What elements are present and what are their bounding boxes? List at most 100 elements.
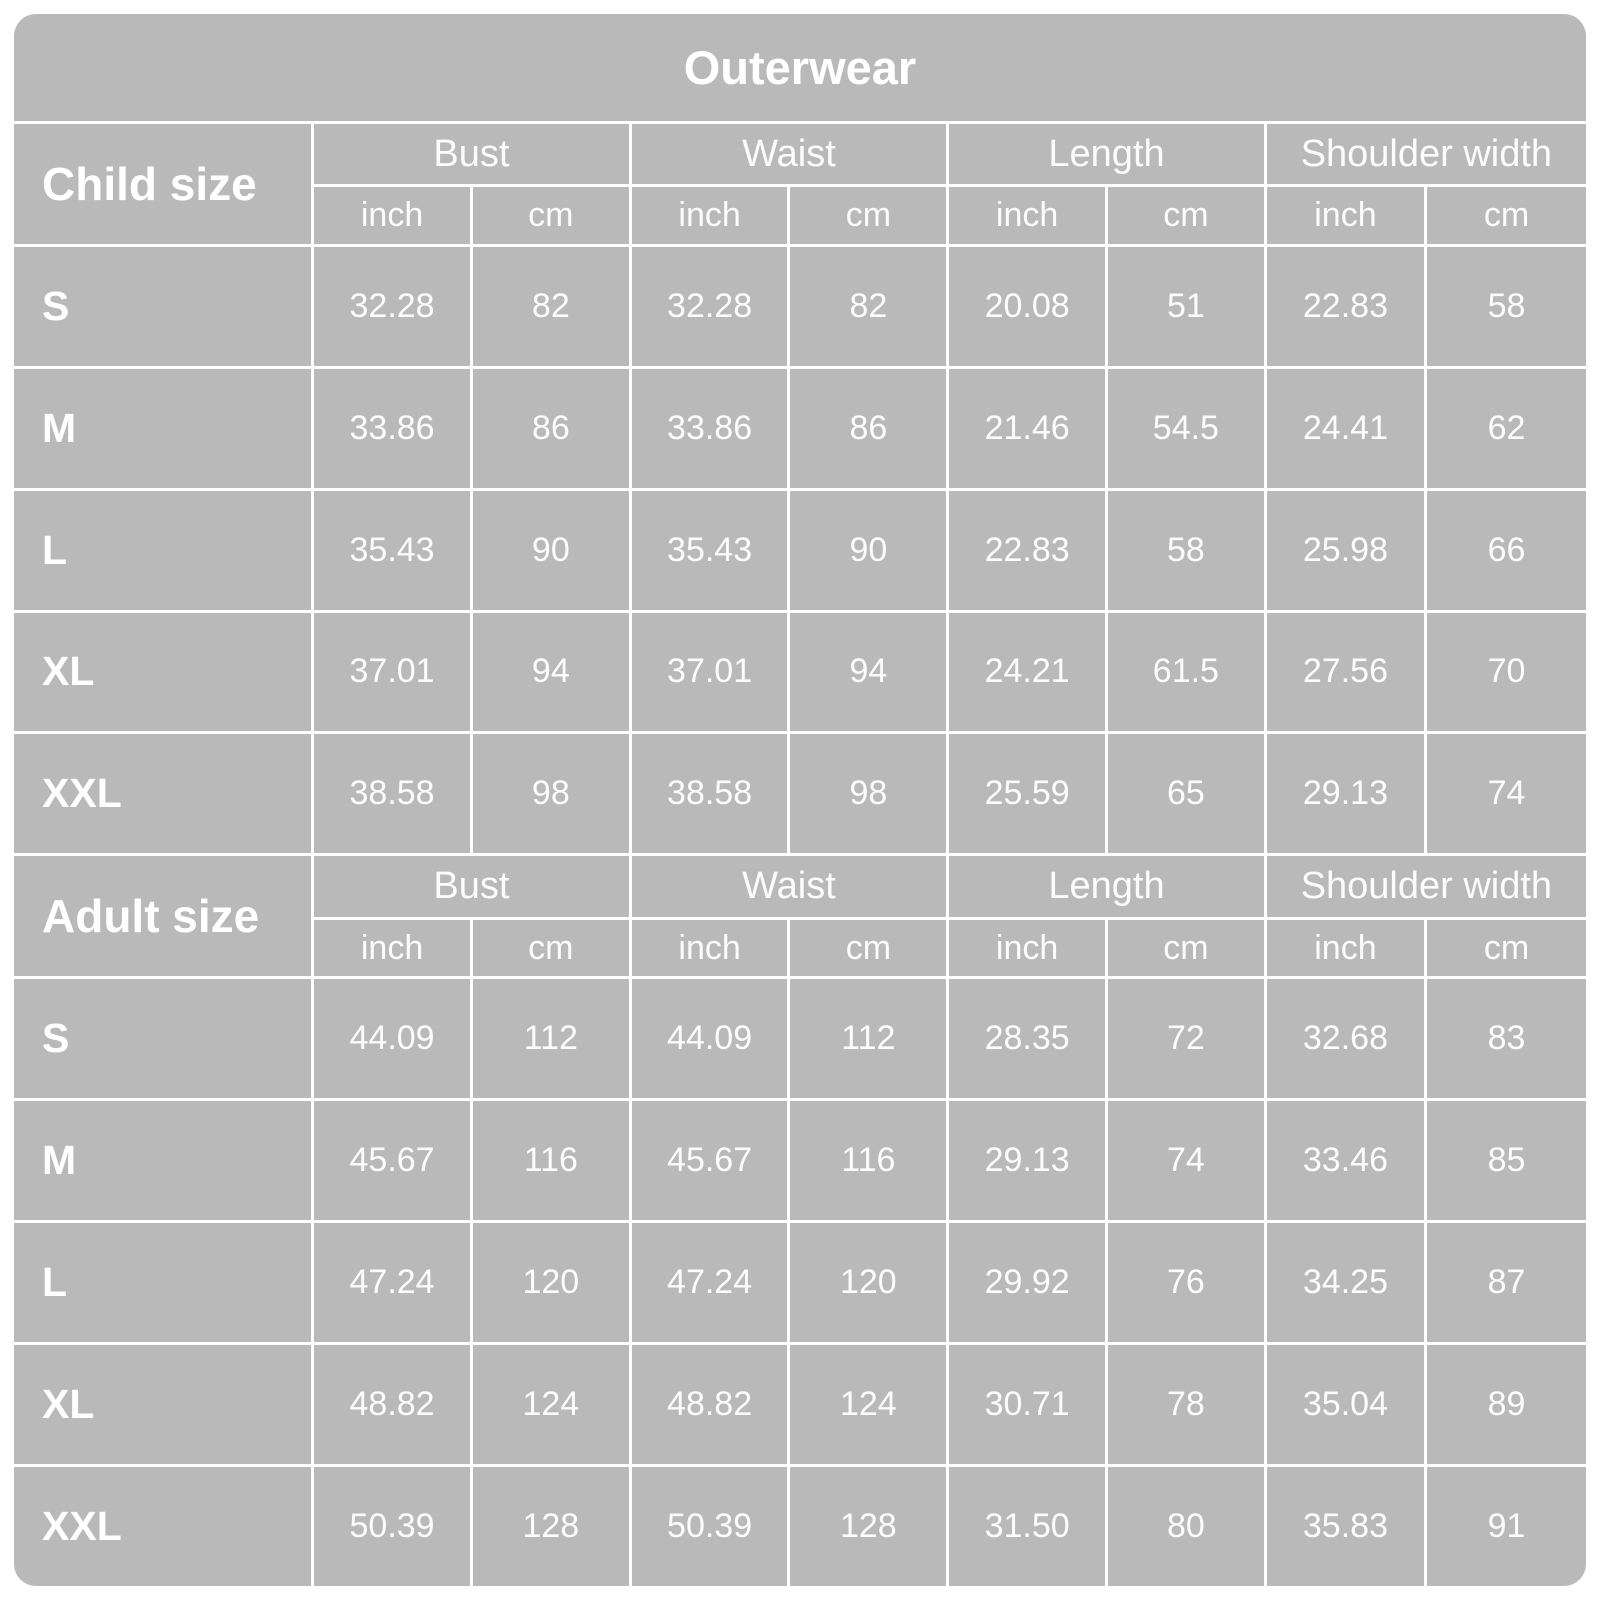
cell-length-inch: 28.35 — [946, 976, 1108, 1102]
cell-shoulder-cm: 70 — [1424, 609, 1586, 735]
cell-bust-inch: 50.39 — [311, 1463, 473, 1586]
table-row-child-m: M 33.86 86 33.86 86 21.46 54.5 24.41 62 — [14, 365, 1586, 491]
unit-header-cm: cm — [1424, 916, 1586, 980]
cell-waist-inch: 35.43 — [628, 487, 791, 613]
cell-waist-cm: 116 — [787, 1098, 950, 1224]
size-label: M — [14, 365, 315, 491]
cell-length-cm: 74 — [1105, 1098, 1267, 1224]
size-label: S — [14, 976, 315, 1102]
unit-header-inch: inch — [312, 916, 473, 980]
cell-waist-inch: 47.24 — [628, 1220, 791, 1346]
cell-length-inch: 29.13 — [946, 1098, 1108, 1224]
cell-shoulder-cm: 91 — [1424, 1463, 1586, 1586]
table-row-adult-s: S 44.09 112 44.09 112 28.35 72 32.68 83 — [14, 976, 1586, 1102]
cell-length-inch: 21.46 — [946, 365, 1108, 491]
cell-waist-inch: 32.28 — [628, 243, 791, 369]
cell-shoulder-cm: 74 — [1424, 731, 1586, 857]
col-header-waist: Waist — [628, 120, 950, 188]
cell-bust-inch: 38.58 — [311, 731, 473, 857]
cell-bust-cm: 94 — [469, 609, 632, 735]
size-label: S — [14, 243, 315, 369]
cell-waist-cm: 94 — [787, 609, 950, 735]
child-units-row: inch cm inch cm inch cm inch cm — [14, 184, 1586, 247]
unit-header-inch: inch — [312, 184, 473, 247]
table-row-child-s: S 32.28 82 32.28 82 20.08 51 22.83 58 — [14, 243, 1586, 369]
cell-length-cm: 80 — [1105, 1463, 1267, 1586]
size-label: XL — [14, 609, 315, 735]
cell-shoulder-inch: 29.13 — [1263, 731, 1428, 857]
cell-bust-cm: 124 — [469, 1342, 632, 1467]
cell-waist-cm: 120 — [787, 1220, 950, 1346]
cell-shoulder-cm: 83 — [1424, 976, 1586, 1102]
cell-length-cm: 76 — [1105, 1220, 1267, 1346]
cell-bust-inch: 33.86 — [311, 365, 473, 491]
cell-length-inch: 20.08 — [946, 243, 1108, 369]
table-row-child-l: L 35.43 90 35.43 90 22.83 58 25.98 66 — [14, 487, 1586, 613]
size-chart-table: Outerwear Child size Bust Waist Length S… — [14, 14, 1586, 1586]
cell-length-inch: 29.92 — [946, 1220, 1108, 1346]
table-title: Outerwear — [14, 14, 1586, 124]
cell-shoulder-inch: 24.41 — [1263, 365, 1428, 491]
cell-shoulder-inch: 33.46 — [1263, 1098, 1428, 1224]
adult-units-row: inch cm inch cm inch cm inch cm — [14, 916, 1586, 980]
cell-shoulder-inch: 22.83 — [1263, 243, 1428, 369]
col-header-bust: Bust — [311, 853, 632, 920]
cell-waist-inch: 38.58 — [628, 731, 791, 857]
size-label: L — [14, 487, 315, 613]
table-row-child-xl: XL 37.01 94 37.01 94 24.21 61.5 27.56 70 — [14, 609, 1586, 735]
table-row-adult-xl: XL 48.82 124 48.82 124 30.71 78 35.04 89 — [14, 1342, 1586, 1467]
size-chart-card: Outerwear Child size Bust Waist Length S… — [14, 14, 1586, 1586]
cell-length-cm: 65 — [1105, 731, 1267, 857]
cell-bust-cm: 120 — [469, 1220, 632, 1346]
cell-bust-inch: 47.24 — [311, 1220, 473, 1346]
cell-length-inch: 30.71 — [946, 1342, 1108, 1467]
cell-bust-cm: 116 — [469, 1098, 632, 1224]
cell-waist-inch: 44.09 — [628, 976, 791, 1102]
size-label: XXL — [14, 1463, 315, 1586]
unit-header-cm: cm — [787, 916, 950, 980]
table-row-adult-xxl: XXL 50.39 128 50.39 128 31.50 80 35.83 9… — [14, 1463, 1586, 1586]
unit-header-cm: cm — [469, 184, 632, 247]
cell-waist-cm: 112 — [787, 976, 950, 1102]
cell-waist-inch: 37.01 — [628, 609, 791, 735]
cell-length-inch: 31.50 — [946, 1463, 1108, 1586]
cell-waist-inch: 50.39 — [628, 1463, 791, 1586]
cell-bust-inch: 44.09 — [311, 976, 473, 1102]
cell-shoulder-inch: 34.25 — [1263, 1220, 1428, 1346]
cell-bust-cm: 98 — [469, 731, 632, 857]
size-label: M — [14, 1098, 315, 1224]
adult-header-row: Adult size Bust Waist Length Shoulder wi… — [14, 853, 1586, 980]
col-header-length: Length — [946, 120, 1267, 188]
section-label-child: Child size — [14, 120, 315, 247]
cell-bust-cm: 128 — [469, 1463, 632, 1586]
cell-waist-cm: 90 — [787, 487, 950, 613]
unit-header-inch: inch — [1263, 916, 1428, 980]
table-row-child-xxl: XXL 38.58 98 38.58 98 25.59 65 29.13 74 — [14, 731, 1586, 857]
unit-header-cm: cm — [1424, 184, 1586, 247]
size-label: XXL — [14, 731, 315, 857]
cell-length-cm: 51 — [1105, 243, 1267, 369]
col-header-shoulder-width: Shoulder width — [1263, 853, 1586, 920]
unit-header-cm: cm — [1105, 916, 1267, 980]
cell-shoulder-cm: 58 — [1424, 243, 1586, 369]
cell-waist-inch: 45.67 — [628, 1098, 791, 1224]
child-header-row: Child size Bust Waist Length Shoulder wi… — [14, 120, 1586, 247]
cell-shoulder-inch: 35.04 — [1263, 1342, 1428, 1467]
size-label: L — [14, 1220, 315, 1346]
cell-length-cm: 61.5 — [1105, 609, 1267, 735]
cell-shoulder-inch: 27.56 — [1263, 609, 1428, 735]
cell-bust-inch: 45.67 — [311, 1098, 473, 1224]
cell-bust-cm: 112 — [469, 976, 632, 1102]
cell-waist-cm: 124 — [787, 1342, 950, 1467]
cell-length-inch: 24.21 — [946, 609, 1108, 735]
cell-bust-inch: 32.28 — [311, 243, 473, 369]
unit-header-cm: cm — [469, 916, 632, 980]
cell-shoulder-cm: 85 — [1424, 1098, 1586, 1224]
cell-length-inch: 22.83 — [946, 487, 1108, 613]
cell-waist-inch: 48.82 — [628, 1342, 791, 1467]
cell-length-cm: 58 — [1105, 487, 1267, 613]
title-row: Outerwear — [14, 14, 1586, 124]
cell-bust-cm: 86 — [469, 365, 632, 491]
cell-bust-inch: 37.01 — [311, 609, 473, 735]
